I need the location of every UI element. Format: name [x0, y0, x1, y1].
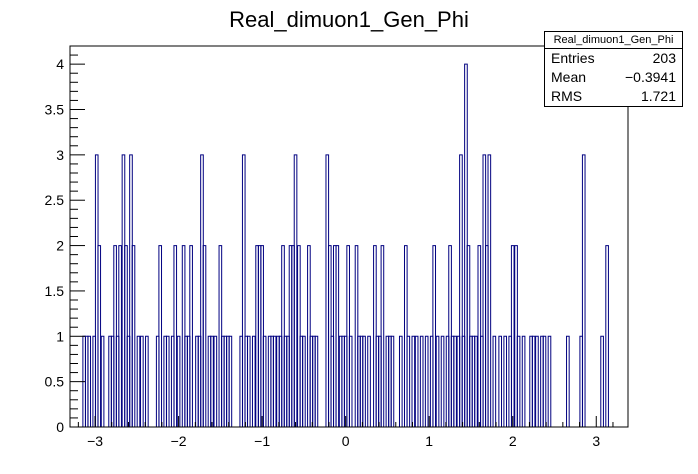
histogram-bin — [605, 245, 609, 427]
histogram-bin — [516, 335, 521, 427]
histogram-bin — [362, 335, 366, 427]
histogram-bin — [411, 335, 416, 427]
y-tick-label: 3.5 — [45, 102, 65, 118]
histogram-bin — [414, 335, 419, 427]
stats-row-entries: Entries 203 — [545, 49, 682, 68]
histogram-bin — [173, 245, 178, 427]
x-tick-label: 3 — [592, 433, 600, 449]
x-axis: −3 −2 −1 0 1 2 3 — [70, 416, 628, 449]
histogram-bin — [503, 335, 508, 427]
stats-label: Entries — [551, 50, 595, 66]
histogram-bin — [262, 335, 267, 427]
histogram-bin — [459, 154, 463, 427]
histogram-bin — [547, 335, 552, 427]
histogram-bin — [228, 335, 233, 427]
histogram-bin — [136, 335, 141, 427]
histogram-bin — [435, 335, 440, 427]
histogram-bin — [251, 335, 256, 427]
y-tick-label: 1.5 — [45, 283, 65, 299]
x-tick-label: 0 — [342, 433, 350, 449]
histogram-bin — [145, 335, 149, 427]
histogram-bin — [165, 335, 170, 427]
histogram-bin — [432, 245, 437, 427]
histogram-bin — [542, 335, 547, 427]
histogram-bin — [302, 335, 306, 427]
histogram-bin — [419, 335, 424, 427]
stats-value: 1.721 — [640, 88, 676, 104]
histogram-bin — [380, 245, 385, 427]
y-axis: 0 0.5 1 1.5 2 2.5 3 3.5 4 — [45, 46, 85, 435]
histogram-bin — [293, 154, 298, 427]
x-tick-label: −2 — [171, 433, 187, 449]
y-tick-label: 1 — [56, 328, 64, 344]
histogram-bin — [100, 335, 105, 427]
histogram-bin — [492, 335, 497, 427]
histogram-bin — [241, 154, 246, 427]
histogram-bin — [531, 335, 536, 427]
histogram-bin — [131, 245, 136, 427]
histogram-bin — [213, 335, 218, 427]
histogram-bin — [487, 154, 492, 427]
histogram-bin — [566, 335, 570, 427]
stats-box-title: Real_dimuon1_Gen_Phi — [545, 32, 682, 49]
histogram-bin — [118, 245, 122, 427]
histogram-bin — [474, 335, 478, 427]
histogram-bin — [406, 335, 411, 427]
y-tick-label: 2.5 — [45, 192, 65, 208]
histogram-bin — [424, 335, 429, 427]
histogram-bin — [367, 335, 371, 427]
histogram-bin — [314, 335, 319, 427]
y-tick-label: 4 — [56, 56, 64, 72]
histogram-bin — [453, 335, 457, 427]
stats-label: RMS — [551, 88, 583, 104]
stats-value: 203 — [652, 50, 676, 66]
stats-label: Mean — [551, 69, 587, 85]
histogram-bin — [246, 335, 251, 427]
histogram-bars — [82, 63, 609, 427]
histogram-bin — [348, 335, 353, 427]
histogram-bin — [87, 335, 92, 427]
histogram-bin — [158, 245, 163, 427]
histogram-bin — [440, 335, 445, 427]
histogram-bin — [398, 335, 403, 427]
stats-row-mean: Mean −0.3941 — [545, 68, 682, 87]
histogram-bin — [176, 335, 181, 427]
histogram-bin — [272, 335, 277, 427]
histogram-bin — [535, 335, 539, 427]
histogram-bin — [140, 335, 144, 427]
y-tick-label: 0 — [56, 419, 64, 435]
histogram-bin — [581, 154, 586, 427]
histogram-bin — [510, 245, 515, 427]
stats-row-rms: RMS 1.721 — [545, 87, 682, 106]
histogram-bin — [600, 335, 604, 427]
histogram-bin — [390, 335, 395, 427]
stats-box: Real_dimuon1_Gen_Phi Entries 203 Mean −0… — [544, 31, 683, 107]
histogram-bin — [521, 335, 526, 427]
histogram-bin — [210, 335, 214, 427]
histogram-bin — [189, 245, 193, 427]
y-tick-label: 0.5 — [45, 374, 65, 390]
histogram-bin — [498, 335, 503, 427]
x-tick-label: 1 — [425, 433, 433, 449]
histogram-bin — [97, 245, 102, 427]
y-tick-label: 2 — [56, 238, 64, 254]
y-tick-label: 3 — [56, 147, 64, 163]
histogram-bin — [335, 245, 340, 427]
x-tick-label: 2 — [509, 433, 517, 449]
x-tick-label: −1 — [254, 433, 270, 449]
chart-title: Real_dimuon1_Gen_Phi — [229, 7, 469, 32]
histogram-bin — [202, 245, 207, 427]
x-tick-label: −3 — [87, 433, 103, 449]
stats-value: −0.3941 — [625, 69, 676, 85]
